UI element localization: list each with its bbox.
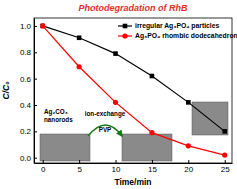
legend-label: Ag₃PO₄ rhombic dodecahedrons [135,32,237,40]
x-tick-mark [188,160,189,163]
point [77,64,82,69]
sem-image [192,102,228,135]
point [149,130,154,135]
point [186,100,191,105]
annotation: nanorods [44,116,73,123]
x-tick-mark [79,160,80,163]
x-tick-label: 25 [221,165,230,174]
x-tick: 25 [221,160,230,174]
x-tick-mark [43,160,44,163]
sem-image [122,134,172,161]
annotation: ion-exchange [85,110,126,118]
point [113,100,118,105]
y-tick: 0.4 [20,101,37,110]
point [150,74,155,79]
point [113,51,118,56]
x-tick: 15 [148,160,157,174]
x-tick: 5 [77,160,82,174]
x-tick-label: 0 [41,165,46,174]
y-tick-label: 0.4 [20,101,32,110]
legend-label: irregular Ag₃PO₄ particles [135,22,220,30]
y-tick-label: 0.6 [20,75,32,84]
legend-marker [123,24,128,29]
arrow [88,125,122,136]
x-tick-label: 5 [77,165,82,174]
y-tick-mark [34,105,37,106]
y-tick-label: 0.2 [20,127,32,136]
plot-frame [34,18,232,163]
plot-area [40,23,227,157]
y-axis: 0.0 0.2 0.4 0.6 0.8 1.0 [20,19,37,164]
sem-image [40,134,90,161]
y-tick: 0.0 [20,154,37,163]
point [40,23,45,28]
point [222,129,227,134]
x-tick: 20 [184,160,193,174]
x-tick-label: 20 [184,165,193,174]
chart: Photodegradation of RhB05101520250.00.20… [0,0,237,189]
annotation: PVP [99,126,112,133]
x-axis-label: Time/min [114,177,151,187]
y-tick: 0.2 [20,127,37,136]
point [40,24,45,29]
x-tick-mark [225,160,226,163]
y-tick-mark [34,52,37,53]
point [77,35,82,40]
point [186,143,191,148]
x-tick-mark [116,160,117,163]
x-tick-label: 10 [112,165,121,174]
annotation: Ag₂CO₃ [44,108,68,116]
x-axis: 0 5 10 15 20 25 [35,160,233,174]
y-tick: 1.0 [20,22,37,31]
title: Photodegradation of RhB [79,3,188,13]
legend-marker [122,33,127,38]
y-tick-mark [34,131,37,132]
x-axis-line [35,163,233,164]
y-tick: 0.8 [20,48,37,57]
x-tick: 0 [41,160,46,174]
y-tick-mark [34,158,37,159]
point [222,152,227,157]
y-tick-label: 0.0 [20,154,32,163]
x-tick: 10 [112,160,121,174]
x-tick-label: 15 [148,165,157,174]
y-tick-mark [34,79,37,80]
legend: irregular Ag₃PO₄ particles Ag₃PO₄ rhombic… [118,22,237,40]
y-tick-label: 0.8 [20,48,32,57]
y-axis-line [34,19,35,164]
series-line [43,26,225,131]
y-tick: 0.6 [20,75,37,84]
y-tick-label: 1.0 [20,22,32,31]
y-axis-label: C/C₀ [1,81,11,100]
x-tick-mark [152,160,153,163]
y-tick-mark [34,26,37,27]
series-line [43,26,225,155]
